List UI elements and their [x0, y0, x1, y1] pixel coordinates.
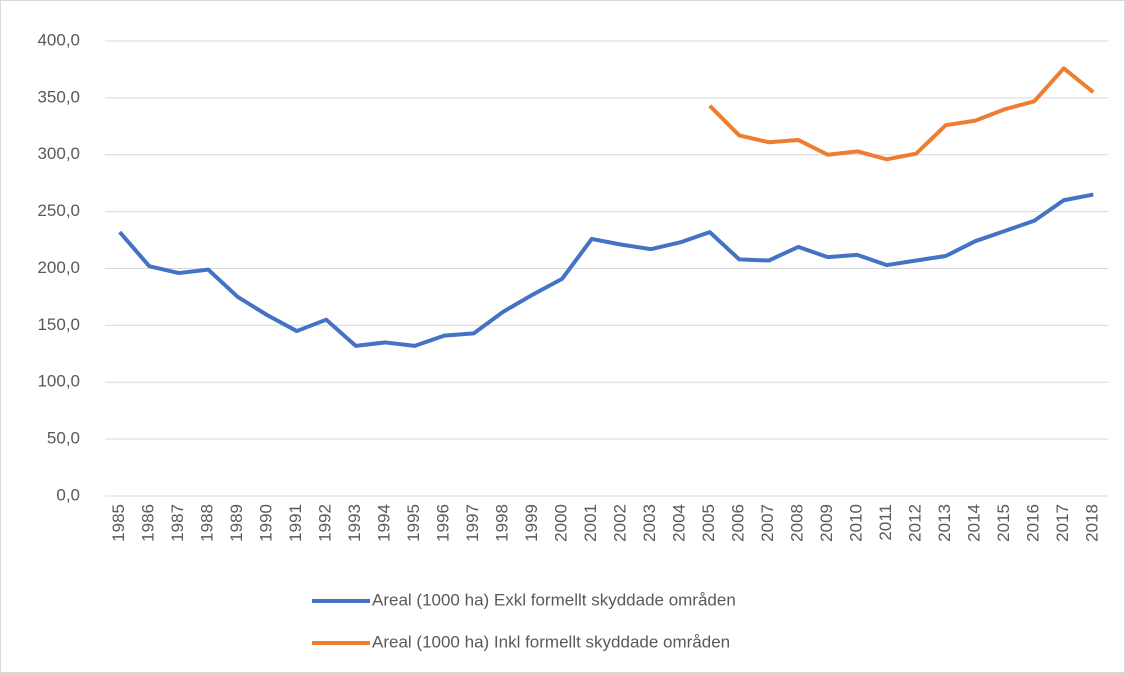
x-tick-label: 1989: [227, 504, 246, 542]
x-tick-label: 2009: [817, 504, 836, 542]
x-tick-label: 2015: [994, 504, 1013, 542]
x-tick-label: 2005: [699, 504, 718, 542]
series-line: [118, 192, 1094, 348]
x-tick-label: 2010: [847, 504, 866, 542]
y-tick-label: 0,0: [56, 485, 80, 504]
x-tick-label: 1986: [139, 504, 158, 542]
y-tick-label: 150,0: [37, 315, 80, 334]
y-tick-label: 250,0: [37, 201, 80, 220]
x-tick-label: 2007: [758, 504, 777, 542]
x-tick-label: 2003: [640, 504, 659, 542]
x-tick-label: 1995: [404, 504, 423, 542]
series-line: [708, 66, 1095, 162]
y-tick-label: 100,0: [37, 372, 80, 391]
x-tick-label: 2001: [581, 504, 600, 542]
y-tick-label: 350,0: [37, 87, 80, 106]
x-tick-label: 2012: [906, 504, 925, 542]
x-tick-label: 2013: [935, 504, 954, 542]
x-tick-label: 2017: [1053, 504, 1072, 542]
x-tick-label: 1985: [109, 504, 128, 542]
x-tick-label: 1994: [375, 504, 394, 542]
x-tick-label: 1990: [257, 504, 276, 542]
x-tick-label: 2008: [788, 504, 807, 542]
x-tick-label: 1999: [522, 504, 541, 542]
y-tick-label: 200,0: [37, 258, 80, 277]
x-tick-label: 1997: [463, 504, 482, 542]
x-tick-label: 1993: [345, 504, 364, 542]
x-tick-label: 2006: [729, 504, 748, 542]
x-tick-label: 2014: [965, 504, 984, 542]
x-tick-label: 2004: [670, 504, 689, 542]
x-tick-label: 1988: [198, 504, 217, 542]
legend-label: Areal (1000 ha) Exkl formellt skyddade o…: [372, 590, 736, 609]
x-tick-label: 2018: [1083, 504, 1102, 542]
legend-label: Areal (1000 ha) Inkl formellt skyddade o…: [372, 632, 730, 651]
x-tick-label: 1998: [493, 504, 512, 542]
x-tick-label: 2002: [611, 504, 630, 542]
x-tick-label: 1987: [168, 504, 187, 542]
y-tick-label: 400,0: [37, 30, 80, 49]
x-tick-label: 2016: [1024, 504, 1043, 542]
x-tick-label: 1991: [286, 504, 305, 542]
y-tick-label: 50,0: [47, 429, 80, 448]
x-tick-label: 2011: [876, 504, 895, 541]
x-tick-label: 1992: [316, 504, 335, 542]
y-tick-label: 300,0: [37, 144, 80, 163]
x-tick-label: 2000: [552, 504, 571, 542]
x-tick-label: 1996: [434, 504, 453, 542]
